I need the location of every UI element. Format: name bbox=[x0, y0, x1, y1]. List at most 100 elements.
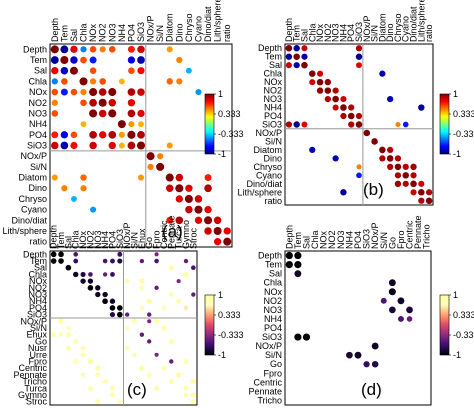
panel-d-cell bbox=[397, 315, 404, 322]
panel-b-cell bbox=[293, 53, 300, 60]
panel-c-cell bbox=[190, 378, 197, 385]
panel-b-colorbar-label: -1 bbox=[453, 149, 461, 159]
panel-b-cell bbox=[394, 180, 402, 188]
panel-d-cell bbox=[388, 279, 396, 287]
panel-c-cell bbox=[102, 258, 108, 264]
panel-a-cell bbox=[69, 66, 78, 75]
panel-c-row-label: NOx bbox=[29, 276, 48, 286]
panel-b-col-label: ratio bbox=[424, 24, 434, 42]
panel-c-colorbar-label: -1 bbox=[218, 350, 226, 360]
panel-a-cell bbox=[175, 184, 184, 193]
panel-a-cell bbox=[127, 109, 136, 118]
panel-c-cell bbox=[190, 399, 196, 405]
panel-b-cell bbox=[418, 180, 425, 187]
panel-d-cell bbox=[294, 260, 302, 269]
panel-a-row-label: Si/N bbox=[30, 162, 47, 172]
panel-d-row-label: Tricho bbox=[257, 395, 282, 405]
panel-a-cell bbox=[80, 174, 87, 181]
panel-b-cell bbox=[340, 112, 347, 120]
panel-b-cell bbox=[410, 180, 417, 188]
panel-a-cell bbox=[165, 173, 174, 182]
panel-c-col-label: Depth bbox=[49, 225, 59, 249]
panel-b-col-label: Si/N bbox=[370, 25, 380, 42]
panel-d-col-label: NOx bbox=[319, 231, 329, 250]
panel-a-cell bbox=[127, 88, 136, 96]
panel-c-row-label: Urre bbox=[30, 350, 48, 360]
panel-c-cell bbox=[109, 312, 116, 318]
panel-c-cell bbox=[102, 291, 108, 298]
panel-b-cell bbox=[332, 104, 339, 111]
panel-a-cell bbox=[89, 67, 97, 75]
panel-a-row-label: Cyano bbox=[21, 205, 47, 215]
panel-b-cell bbox=[301, 121, 308, 128]
panel-c-cell bbox=[147, 339, 152, 344]
panel-a-letter: (a) bbox=[162, 222, 183, 241]
panel-a-cell bbox=[127, 141, 136, 150]
panel-a-cell bbox=[60, 66, 69, 75]
panel-c-colorbar bbox=[204, 294, 215, 356]
panel-a-cell bbox=[185, 184, 193, 192]
panel-c-cell bbox=[191, 292, 196, 297]
panel-c-cell bbox=[176, 279, 181, 284]
panel-c-row-label: Go bbox=[35, 336, 47, 346]
panel-a-cell bbox=[204, 216, 213, 225]
panel-d-col-label: Sal bbox=[301, 236, 311, 249]
panel-d-row-label: NO2 bbox=[263, 296, 282, 306]
panel-c-cell bbox=[176, 372, 182, 378]
panel-a-col-label: Dino/diat bbox=[203, 6, 213, 42]
panel-b-cell bbox=[348, 104, 355, 111]
panel-b-cell bbox=[418, 197, 425, 204]
panel-c-col-label: NOx/P bbox=[122, 222, 132, 249]
panel-c-col-label: Pennate bbox=[166, 215, 176, 249]
panel-b-cell bbox=[410, 189, 417, 196]
panel-a-cell bbox=[99, 131, 107, 139]
panel-a-row-label: SiO3 bbox=[27, 141, 47, 151]
panel-c-row-label: Tricho bbox=[22, 377, 47, 387]
panel-b-row-label: Si/N bbox=[265, 136, 282, 146]
panel-d-cell bbox=[388, 288, 396, 296]
panel-c-cell bbox=[95, 365, 101, 371]
panel-b-col-label: NOx/P bbox=[362, 15, 372, 42]
panel-a-cell bbox=[137, 109, 145, 118]
panel-b-cell bbox=[293, 121, 300, 128]
panel-a-cell bbox=[117, 120, 126, 129]
panel-a-cell bbox=[195, 89, 202, 96]
panel-c-cell bbox=[102, 379, 108, 385]
panel-a-cell bbox=[80, 56, 87, 64]
panel-c-cell bbox=[58, 258, 64, 264]
panel-a-cell bbox=[60, 45, 69, 54]
panel-c-row-label: Si/N bbox=[30, 323, 47, 333]
panel-b-cell bbox=[324, 95, 331, 103]
panel-c-cell bbox=[117, 251, 123, 257]
panel-c-cell bbox=[109, 298, 116, 304]
panel-a-cell bbox=[118, 142, 125, 149]
panel-b-cell bbox=[371, 138, 378, 145]
panel-a-cell bbox=[157, 153, 164, 160]
panel-c-cell bbox=[183, 305, 189, 311]
panel-a-col-label: PO4 bbox=[126, 24, 136, 42]
panel-c-cell bbox=[95, 399, 101, 405]
panel-b-cell bbox=[285, 44, 293, 52]
panel-b-col-label: Lith/sphere bbox=[416, 0, 426, 42]
panel-c-cell bbox=[58, 251, 64, 258]
panel-d-col-label: Tricho bbox=[422, 224, 432, 249]
panel-d-col-label: NOx/P bbox=[370, 222, 380, 249]
panel-c-cell bbox=[80, 372, 86, 378]
panel-b-col-label: NO3 bbox=[331, 23, 341, 42]
panel-d-row-label: NO3 bbox=[263, 305, 282, 315]
panel-b-cell bbox=[418, 189, 425, 196]
panel-a-colorbar-label: 1 bbox=[218, 89, 223, 99]
panel-c-cell bbox=[110, 258, 115, 264]
panel-b-cell bbox=[363, 129, 371, 137]
panel-c-col-label: Fpro bbox=[152, 230, 162, 249]
panel-a-cell bbox=[176, 56, 183, 64]
panel-d-cell bbox=[285, 260, 293, 269]
panel-a-cell bbox=[61, 78, 68, 85]
panel-c-cell bbox=[58, 332, 64, 338]
panel-d-row-label: Chla bbox=[263, 278, 282, 288]
panel-a-cell bbox=[71, 195, 77, 202]
panel-c-col-label: Stroc bbox=[188, 227, 198, 249]
panel-c-row-label: Stroc bbox=[26, 397, 48, 407]
panel-c-cell bbox=[153, 318, 160, 324]
panel-a-cell bbox=[70, 45, 78, 54]
